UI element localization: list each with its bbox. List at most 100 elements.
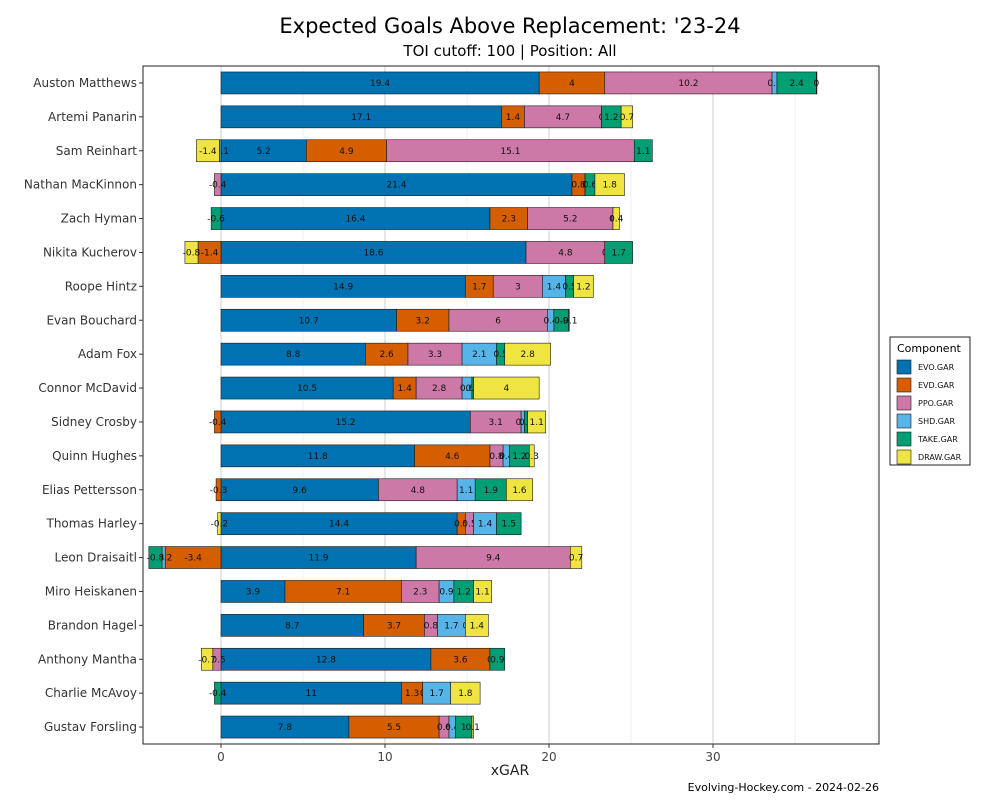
segment-label: 1.6 <box>512 486 527 496</box>
segment-label: 1.5 <box>502 520 516 530</box>
segment-label: 4.8 <box>411 486 426 496</box>
segment-label: 1 <box>461 723 467 733</box>
player-label: Nikita Kucherov <box>43 245 137 259</box>
segment-label: 1.2 <box>457 587 471 597</box>
bar-segment <box>604 241 633 264</box>
segment-label: 10.2 <box>678 79 698 89</box>
segment-label: 2.4 <box>789 79 804 89</box>
segment-label: 2.8 <box>432 384 447 394</box>
bar-segment <box>529 444 535 468</box>
player-label: Leon Draisaitl <box>55 551 137 565</box>
plot-panel <box>143 66 879 744</box>
segment-label: 1.1 <box>459 486 473 496</box>
segment-label: 0.3 <box>767 79 781 89</box>
segment-label: 3.9 <box>246 587 261 597</box>
segment-label: 1.9 <box>484 486 499 496</box>
segment-label: 0.8 <box>424 621 439 631</box>
segment-label: -0.2 <box>155 554 173 564</box>
segment-label: 4 <box>569 79 575 89</box>
segment-label: 21.4 <box>386 181 406 191</box>
segment-label: -0.6 <box>207 215 225 225</box>
legend-swatch <box>896 449 912 465</box>
bar-segment <box>473 580 492 603</box>
segment-label: 4 <box>503 384 509 394</box>
segment-label: 1.3 <box>405 689 419 699</box>
segment-label: 1.7 <box>472 282 486 292</box>
segment-label: 15.2 <box>336 418 356 428</box>
segment-label: 16.4 <box>345 215 365 225</box>
segment-label: 6 <box>495 316 501 326</box>
bar-segment <box>570 546 583 569</box>
segment-label: 3.1 <box>489 418 503 428</box>
segment-label: 0.5 <box>454 520 468 530</box>
bar-segment <box>217 512 222 535</box>
player-label: Artemi Panarin <box>48 110 137 124</box>
legend-label: PPO.GAR <box>918 399 954 408</box>
segment-label: 0.5 <box>462 520 476 530</box>
segment-label: -0.4 <box>209 418 227 428</box>
segment-label: 4.7 <box>556 113 570 123</box>
segment-label: 1.8 <box>458 689 473 699</box>
bar-segment <box>496 512 522 535</box>
legend-swatch <box>896 359 912 375</box>
segment-label: -0.1 <box>560 316 578 326</box>
segment-label: 7.8 <box>278 723 293 733</box>
bar-segment <box>620 105 633 129</box>
segment-label: 10.7 <box>299 316 319 326</box>
legend-label: SHD.GAR <box>918 417 955 426</box>
legend-label: EVO.GAR <box>918 363 955 372</box>
segment-label: 0.7 <box>620 113 634 123</box>
bar-segment <box>633 139 653 163</box>
legend-swatch <box>896 413 912 429</box>
x-tick-label: 10 <box>377 750 392 764</box>
segment-label: 0.9 <box>439 587 454 597</box>
segment-label: -1.4 <box>201 248 219 258</box>
segment-label: 0.2 <box>516 418 530 428</box>
segment-label: 11.8 <box>308 452 328 462</box>
legend-label: DRAW.GAR <box>918 453 962 462</box>
segment-label: 0.1 <box>466 723 480 733</box>
segment-label: 1.4 <box>478 520 493 530</box>
segment-label: 19.4 <box>370 79 390 89</box>
segment-label: 0.3 <box>525 452 539 462</box>
player-label: Sam Reinhart <box>56 144 137 158</box>
segment-label: 8.8 <box>286 350 301 360</box>
bar-segment <box>148 546 163 569</box>
segment-label: 9.4 <box>486 554 501 564</box>
segment-label: 0.6 <box>437 723 452 733</box>
segment-label: 11 <box>305 689 316 699</box>
segment-label: 18.6 <box>363 248 383 258</box>
segment-label: 0.9 <box>554 316 569 326</box>
legend-label: TAKE.GAR <box>917 435 958 444</box>
player-label: Connor McDavid <box>38 381 137 395</box>
segment-label: 4.6 <box>445 452 460 462</box>
segment-label: 1.2 <box>576 282 590 292</box>
segment-label: 0.5 <box>493 350 507 360</box>
segment-label: -0.8 <box>147 554 165 564</box>
x-tick-label: 30 <box>705 750 720 764</box>
bar-segment <box>215 478 222 502</box>
plot-border <box>142 65 880 745</box>
bar-segment <box>594 173 625 196</box>
segment-label: 0.5 <box>562 282 576 292</box>
segment-label: 14.4 <box>329 520 349 530</box>
segment-label: 7.1 <box>336 587 350 597</box>
segment-label: 4.9 <box>339 147 354 157</box>
legend: Component EVO.GAR EVD.GAR PPO.GAR SHD.GAR TAK… <box>889 336 971 466</box>
player-label: Elias Pettersson <box>42 483 137 497</box>
bar-segment <box>465 614 489 637</box>
segment-label: -0.8 <box>183 248 201 258</box>
segment-label: 0.6 <box>460 384 475 394</box>
segment-label: 0.1 <box>466 384 480 394</box>
bar-segment <box>568 308 570 332</box>
segment-label: 5.2 <box>256 147 270 157</box>
bar-segment <box>214 173 222 196</box>
player-label: Thomas Harley <box>45 517 137 531</box>
segment-label: -3.4 <box>184 554 202 564</box>
segment-label: 2.8 <box>521 350 536 360</box>
bar-segment <box>473 376 540 400</box>
player-label: Zach Hyman <box>61 212 137 226</box>
legend-title: Component <box>897 342 962 355</box>
